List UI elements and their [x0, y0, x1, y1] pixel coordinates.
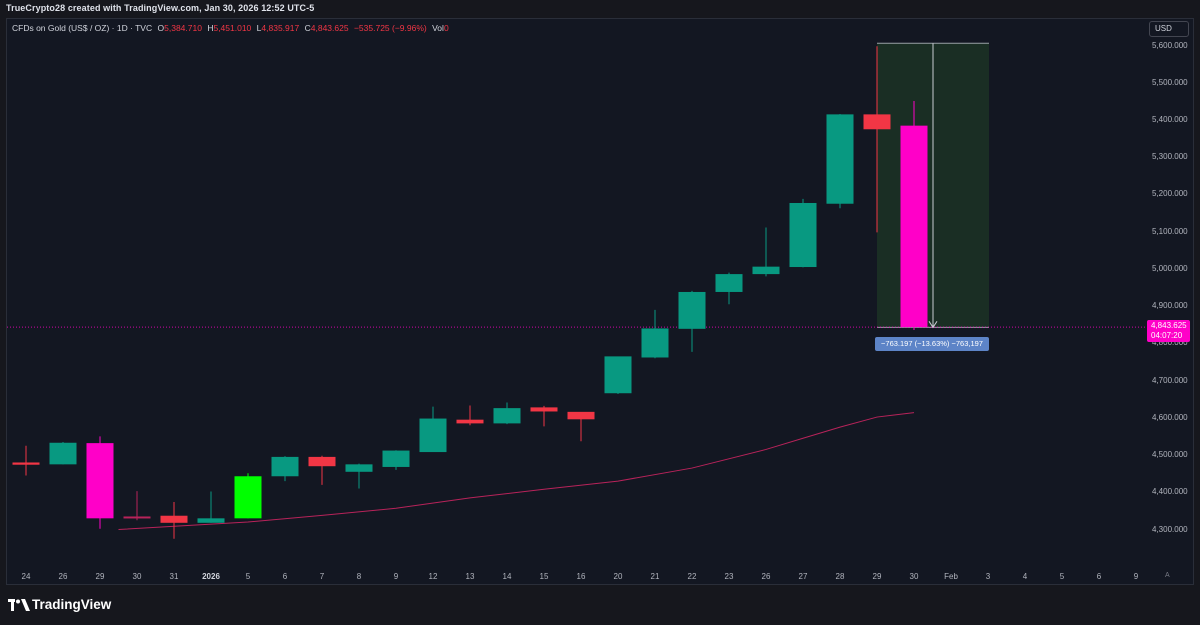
candle-body: [456, 419, 484, 424]
candle-body: [752, 266, 780, 275]
time-axis-label: 9: [393, 572, 399, 581]
price-axis-label: 4,500.000: [1152, 450, 1188, 460]
legend-change: −535.725 (−9.96%): [353, 23, 427, 33]
candle-body: [789, 202, 817, 268]
price-axis-label: 4,600.000: [1152, 412, 1188, 422]
candle-body: [123, 516, 151, 519]
price-axis-label: 4,300.000: [1152, 524, 1188, 534]
time-axis-label: 31: [169, 572, 179, 581]
price-axis-label: 5,300.000: [1152, 152, 1188, 162]
time-axis-label: 3: [985, 572, 991, 581]
brand-name: TradingView: [32, 597, 112, 612]
candle-body: [604, 356, 632, 394]
price-axis-label: 5,500.000: [1152, 77, 1188, 87]
price-axis-label: 4,900.000: [1152, 301, 1188, 311]
candle-body: [12, 462, 40, 465]
time-axis-label: 29: [95, 572, 105, 581]
time-axis-label: 4: [1022, 572, 1028, 581]
candle-body: [160, 515, 188, 523]
legend-open-label: O: [157, 23, 165, 33]
price-axis-label: 5,200.000: [1152, 189, 1188, 199]
candle-body: [234, 476, 262, 519]
candle-body: [197, 518, 225, 523]
legend-low-label: L: [256, 23, 262, 33]
time-axis-label: 30: [909, 572, 919, 581]
candle-body: [86, 443, 114, 519]
time-axis-label: 21: [650, 572, 660, 581]
current-price-value: 4,843.625: [1151, 321, 1187, 330]
candle-body: [567, 411, 595, 420]
price-axis-label: 4,700.000: [1152, 375, 1188, 385]
measure-arrow-head: [928, 321, 938, 329]
legend-high-label: H: [207, 23, 214, 33]
legend-close-label: C: [304, 23, 311, 33]
time-axis-label: 5: [245, 572, 251, 581]
candle-body: [826, 114, 854, 204]
chart-pane[interactable]: [6, 18, 1194, 585]
candle-body: [382, 450, 410, 467]
candle-body: [863, 114, 891, 130]
legend-close-value: 4,843.625: [310, 23, 349, 33]
time-axis-label: 5: [1059, 572, 1065, 581]
legend-volume-label: Vol: [432, 23, 444, 33]
time-axis-label: 2026: [202, 572, 220, 581]
time-axis-label: 12: [428, 572, 438, 581]
time-axis-label: 6: [282, 572, 288, 581]
candle-body: [271, 456, 299, 477]
price-axis-label: 5,000.000: [1152, 263, 1188, 273]
current-price-tag: 4,843.625 04:07:20: [1147, 320, 1190, 342]
candle-body: [641, 328, 669, 358]
symbol-legend: CFDs on Gold (US$ / OZ) · 1D · TVC O5,38…: [12, 23, 449, 33]
candle-body: [419, 418, 447, 453]
time-axis-label: 24: [21, 572, 31, 581]
candle-body: [900, 125, 928, 328]
candle-body: [715, 274, 743, 292]
time-axis-label: 13: [465, 572, 475, 581]
legend-symbol[interactable]: CFDs on Gold (US$ / OZ) · 1D · TVC: [12, 23, 153, 33]
legend-open-value: 5,384.710: [164, 23, 202, 33]
time-axis-label: Feb: [944, 572, 958, 581]
time-axis-label: 16: [576, 572, 586, 581]
candle-body: [678, 291, 706, 329]
time-axis-label: 30: [132, 572, 142, 581]
time-axis-label: 8: [356, 572, 362, 581]
chart-credit: TrueCrypto28 created with TradingView.co…: [6, 3, 315, 13]
bar-countdown: 04:07:20: [1151, 331, 1183, 340]
price-axis-label: 4,800.000: [1152, 338, 1188, 348]
time-axis-label: 28: [835, 572, 845, 581]
time-axis-label: 15: [539, 572, 549, 581]
top-bar: TrueCrypto28 created with TradingView.co…: [0, 0, 1200, 18]
currency-button[interactable]: USD: [1149, 21, 1189, 37]
time-axis-label: 27: [798, 572, 808, 581]
legend-low-value: 4,835.917: [261, 23, 300, 33]
price-axis-label: 4,400.000: [1152, 487, 1188, 497]
time-axis-label: 26: [58, 572, 68, 581]
time-axis-label: 14: [502, 572, 512, 581]
price-axis-label: 5,400.000: [1152, 114, 1188, 124]
time-axis-label: 23: [724, 572, 734, 581]
time-axis-label: 20: [613, 572, 623, 581]
time-axis-label: 9: [1133, 572, 1139, 581]
moving-average-line: [118, 412, 915, 530]
price-axis-label: 5,100.000: [1152, 226, 1188, 236]
measure-label: −763.197 (−13.63%) −763,197: [875, 337, 989, 351]
candle-body: [49, 442, 77, 465]
candle-body: [345, 464, 373, 472]
tradingview-logo-icon: [8, 599, 30, 611]
time-axis-label: 6: [1096, 572, 1102, 581]
time-axis-label: 26: [761, 572, 771, 581]
time-axis-label: 7: [319, 572, 325, 581]
legend-high-value: 5,451.010: [213, 23, 252, 33]
candle-body: [308, 456, 336, 467]
time-axis-label: 29: [872, 572, 882, 581]
time-axis-label: 22: [687, 572, 697, 581]
auto-scale-button[interactable]: A: [1165, 572, 1170, 579]
legend-volume-value: 0: [443, 23, 449, 33]
candle-body: [493, 408, 521, 424]
price-axis-label: 5,600.000: [1152, 40, 1188, 50]
candle-body: [530, 407, 558, 412]
